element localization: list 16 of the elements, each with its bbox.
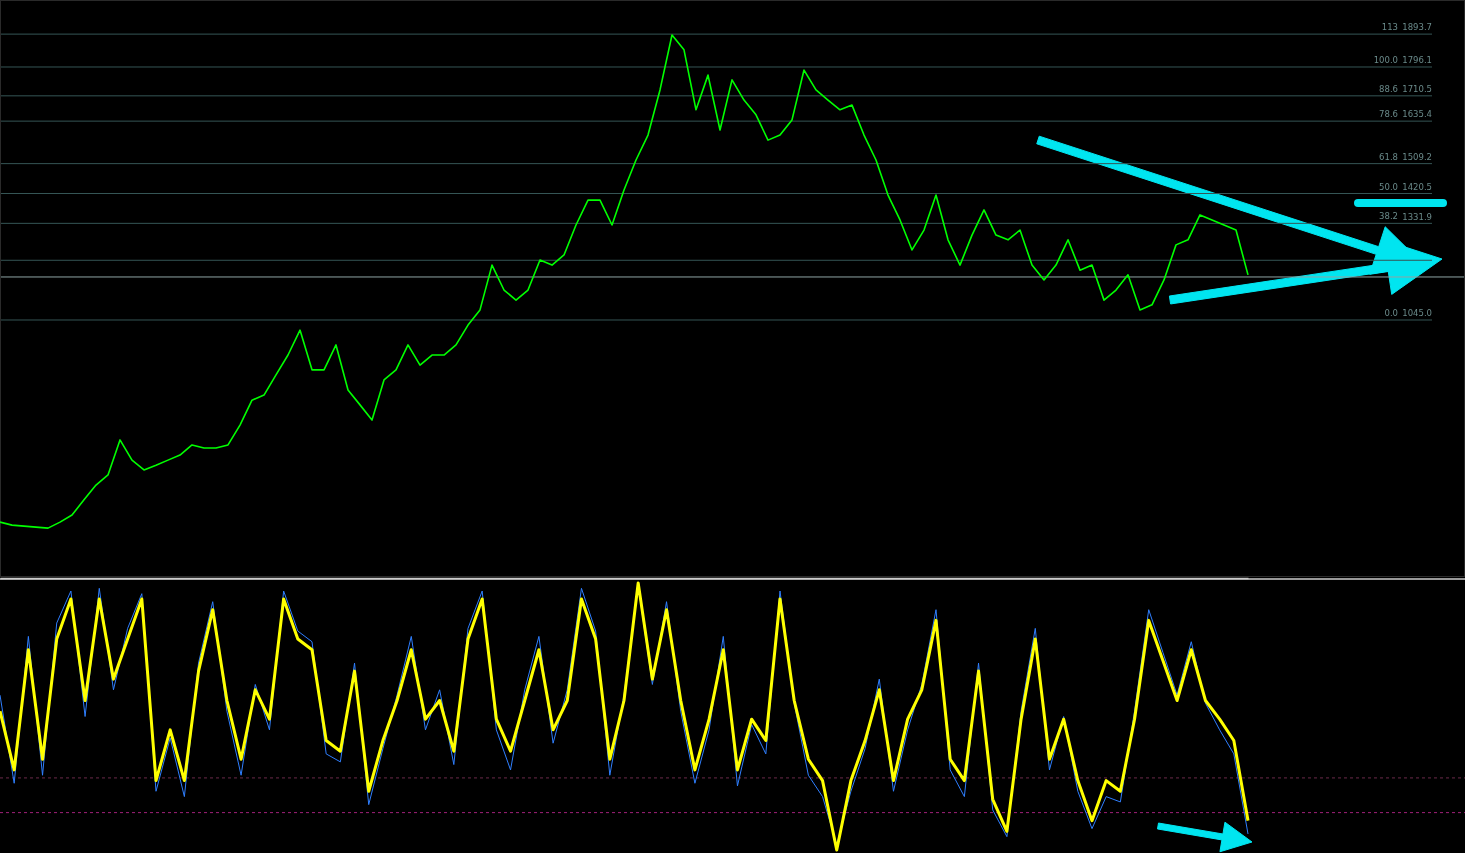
y-tick-label: 1635.4	[1402, 109, 1432, 120]
y-tick-label: 1045.0	[1402, 308, 1432, 319]
annotation: 50.0	[1379, 181, 1398, 192]
annotation: 61.8	[1379, 151, 1398, 162]
y-tick-label: 1509.2	[1402, 151, 1432, 162]
annotation: 100.0	[1373, 55, 1398, 65]
annotation: 78.6	[1379, 109, 1398, 120]
annotation: 38.2	[1379, 211, 1398, 222]
annotation: 88.6	[1379, 83, 1398, 94]
annotation: 0.0	[1384, 307, 1398, 318]
y-tick-label: 1893.7	[1402, 22, 1432, 33]
y-tick-label: 1331.9	[1402, 211, 1432, 222]
y-tick-label: 1710.5	[1402, 84, 1432, 95]
annotation: 113	[1381, 22, 1398, 33]
y-tick-label: 1796.1	[1402, 55, 1432, 66]
y-tick-label: 1420.5	[1402, 181, 1432, 192]
